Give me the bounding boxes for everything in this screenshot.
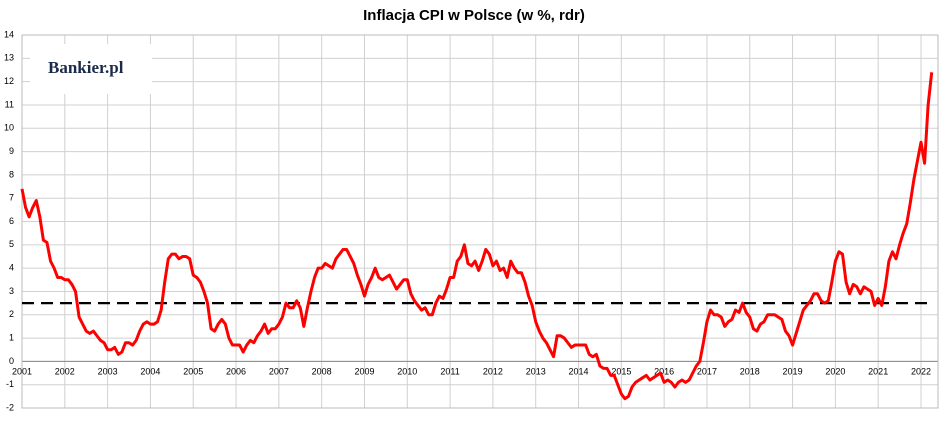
y-tick-label: -2 (6, 402, 14, 412)
y-tick-label: 6 (9, 216, 14, 226)
plot-border (21, 34, 939, 409)
chart-title: Inflacja CPI w Polsce (w %, rdr) (363, 7, 585, 24)
data-line (20, 72, 934, 401)
x-tick-label: 2004 (140, 366, 160, 376)
x-tick-label: 2007 (269, 366, 289, 376)
y-tick-label: 3 (9, 286, 14, 296)
x-tick-label: 2006 (226, 366, 246, 376)
x-tick-label: 2008 (312, 366, 332, 376)
x-tick-label: 2020 (825, 366, 845, 376)
x-tick-label: 2014 (569, 366, 589, 376)
x-tick-label: 2010 (397, 366, 417, 376)
x-tick-label: 2015 (611, 366, 631, 376)
y-tick-label: 1 (9, 332, 14, 342)
x-tick-label: 2017 (697, 366, 717, 376)
x-tick-label: 2018 (740, 366, 760, 376)
x-tick-label: 2022 (911, 366, 931, 376)
y-tick-label: 9 (9, 146, 14, 156)
x-tick-label: 2009 (354, 366, 374, 376)
y-tick-label: 13 (4, 53, 14, 63)
logo: Bankier.pl (48, 58, 124, 77)
y-tick-label: 12 (4, 76, 14, 86)
y-tick-label: 7 (9, 193, 14, 203)
x-tick-label: 2002 (55, 366, 75, 376)
logo-box (30, 44, 152, 94)
x-tick-label: 2003 (98, 366, 118, 376)
x-tick-label: 2021 (868, 366, 888, 376)
y-tick-label: 0 (9, 356, 14, 366)
x-tick-label: 2011 (440, 366, 459, 376)
y-tick-label: -1 (6, 379, 14, 389)
y-tick-label: 14 (4, 29, 14, 39)
y-tick-label: 11 (5, 99, 14, 109)
x-tick-label: 2016 (654, 366, 674, 376)
y-tick-label: 4 (9, 263, 14, 273)
y-tick-label: 2 (9, 309, 14, 319)
y-tick-label: 8 (9, 169, 14, 179)
y-tick-label: 5 (9, 239, 14, 249)
y-tick-label: 10 (4, 123, 14, 133)
x-tick-label: 2019 (783, 366, 803, 376)
x-tick-label: 2012 (483, 366, 503, 376)
x-tick-label: 2013 (526, 366, 546, 376)
x-tick-label: 2005 (183, 366, 203, 376)
